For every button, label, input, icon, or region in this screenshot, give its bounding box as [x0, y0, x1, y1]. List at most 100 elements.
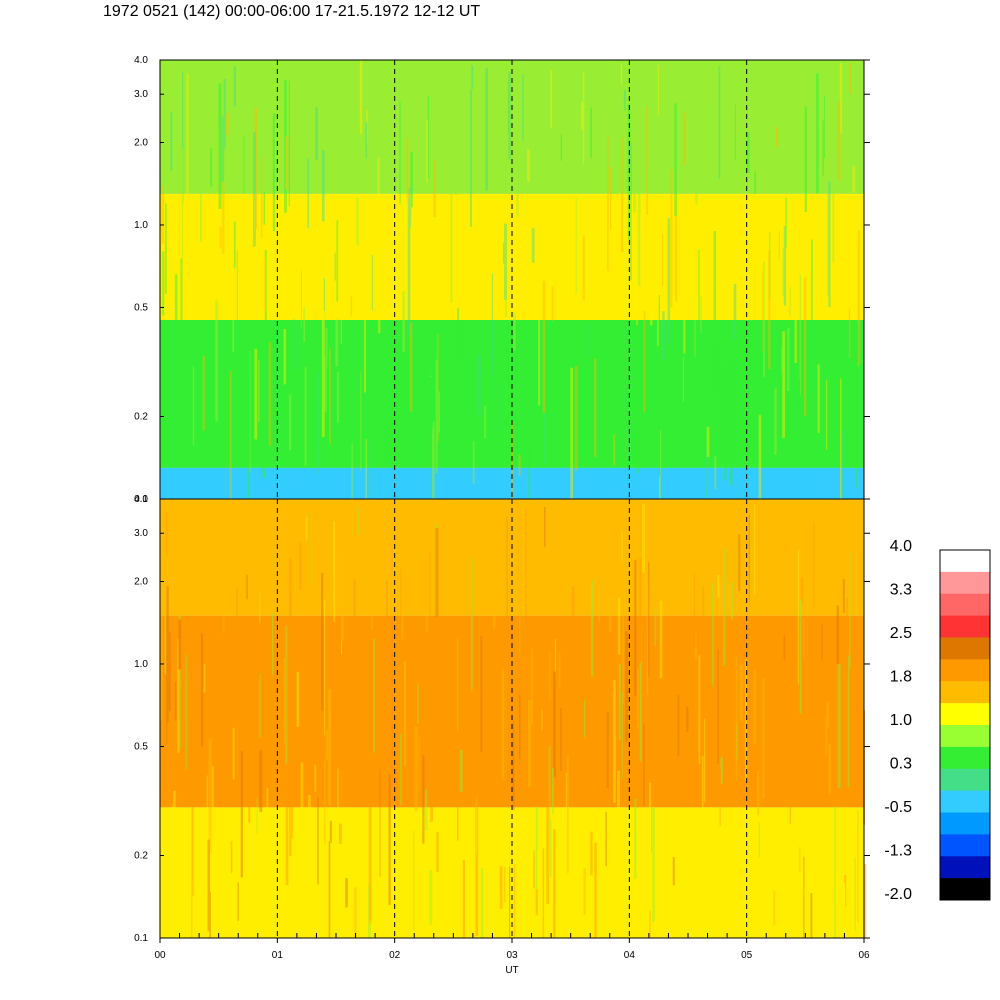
texture-streak: [822, 120, 824, 176]
texture-streak: [542, 280, 546, 413]
texture-streak: [164, 203, 167, 294]
texture-streak: [385, 581, 389, 717]
texture-streak: [422, 337, 425, 409]
texture-streak: [674, 103, 677, 217]
texture-streak: [828, 181, 831, 308]
x-tick-label: 02: [389, 950, 401, 961]
texture-streak: [849, 62, 852, 94]
texture-streak: [277, 119, 279, 160]
texture-streak: [218, 87, 220, 130]
texture-streak: [360, 371, 362, 471]
texture-streak: [566, 754, 569, 874]
colorbar-swatch: [940, 790, 990, 813]
texture-streak: [541, 710, 543, 731]
texture-streak: [408, 188, 412, 228]
texture-streak: [457, 638, 459, 732]
texture-streak: [632, 172, 636, 213]
texture-streak: [320, 572, 324, 711]
texture-streak: [560, 707, 562, 771]
texture-streak: [232, 727, 235, 780]
texture-streak: [365, 439, 367, 499]
texture-streak: [161, 185, 164, 244]
y-tick-label: 0.1: [134, 933, 148, 944]
texture-streak: [506, 516, 508, 640]
texture-streak: [638, 558, 642, 663]
texture-streak: [400, 569, 404, 669]
texture-streak: [787, 328, 790, 392]
texture-streak: [402, 291, 405, 353]
texture-streak: [232, 240, 234, 352]
texture-streak: [334, 252, 336, 281]
texture-streak: [606, 713, 609, 802]
texture-streak: [659, 443, 661, 499]
texture-streak: [609, 166, 612, 231]
texture-streak: [437, 333, 439, 443]
texture-streak: [781, 348, 783, 375]
texture-streak: [256, 798, 258, 834]
texture-streak: [657, 65, 660, 115]
texture-streak: [435, 528, 439, 617]
texture-streak: [544, 414, 547, 464]
texture-streak: [623, 89, 626, 111]
x-tick-label: 06: [858, 950, 870, 961]
texture-streak: [233, 66, 237, 107]
texture-streak: [797, 549, 800, 685]
texture-streak: [243, 135, 245, 194]
texture-streak: [572, 323, 575, 403]
texture-streak: [694, 320, 696, 357]
colorbar-swatch: [940, 703, 990, 726]
texture-streak: [459, 749, 463, 792]
texture-streak: [782, 331, 786, 438]
texture-streak: [538, 278, 541, 406]
texture-streak: [813, 523, 815, 608]
texture-streak: [527, 149, 530, 182]
texture-streak: [549, 651, 551, 700]
texture-streak: [160, 607, 163, 720]
texture-streak: [321, 310, 325, 437]
texture-streak: [429, 553, 431, 655]
texture-streak: [199, 162, 203, 243]
texture-streak: [498, 894, 500, 938]
texture-streak: [321, 391, 323, 432]
texture-streak: [646, 106, 649, 215]
texture-streak: [337, 768, 339, 881]
colorbar-swatch: [940, 550, 990, 573]
texture-streak: [491, 273, 494, 375]
texture-streak: [353, 579, 356, 681]
texture-streak: [758, 414, 762, 499]
texture-streak: [400, 733, 402, 805]
texture-streak: [659, 429, 662, 499]
texture-streak: [285, 136, 289, 190]
texture-streak: [185, 654, 187, 770]
texture-streak: [654, 607, 657, 646]
texture-streak: [550, 69, 553, 129]
texture-streak: [385, 425, 387, 469]
texture-streak: [552, 767, 554, 815]
chart-title: 1972 0521 (142) 00:00-06:00 17-21.5.1972…: [103, 3, 481, 20]
texture-streak: [457, 308, 460, 359]
texture-streak: [174, 274, 178, 394]
texture-streak: [625, 631, 628, 742]
texture-streak: [328, 841, 331, 938]
texture-streak: [475, 795, 478, 855]
texture-streak: [750, 239, 752, 313]
texture-streak: [191, 796, 194, 896]
texture-streak: [701, 756, 704, 836]
texture-streak: [575, 365, 578, 471]
texture-streak: [650, 199, 653, 326]
texture-streak: [508, 866, 511, 938]
colorbar-swatch: [940, 834, 990, 857]
texture-streak: [203, 664, 206, 693]
texture-streak: [546, 786, 549, 905]
texture-streak: [713, 231, 716, 336]
texture-streak: [815, 73, 819, 194]
texture-streak: [206, 775, 208, 874]
texture-streak: [289, 558, 292, 660]
texture-streak: [406, 138, 409, 199]
texture-streak: [288, 395, 292, 451]
texture-streak: [762, 270, 764, 353]
texture-streak: [739, 663, 743, 722]
texture-streak: [368, 793, 372, 921]
colorbar-swatch: [940, 681, 990, 704]
